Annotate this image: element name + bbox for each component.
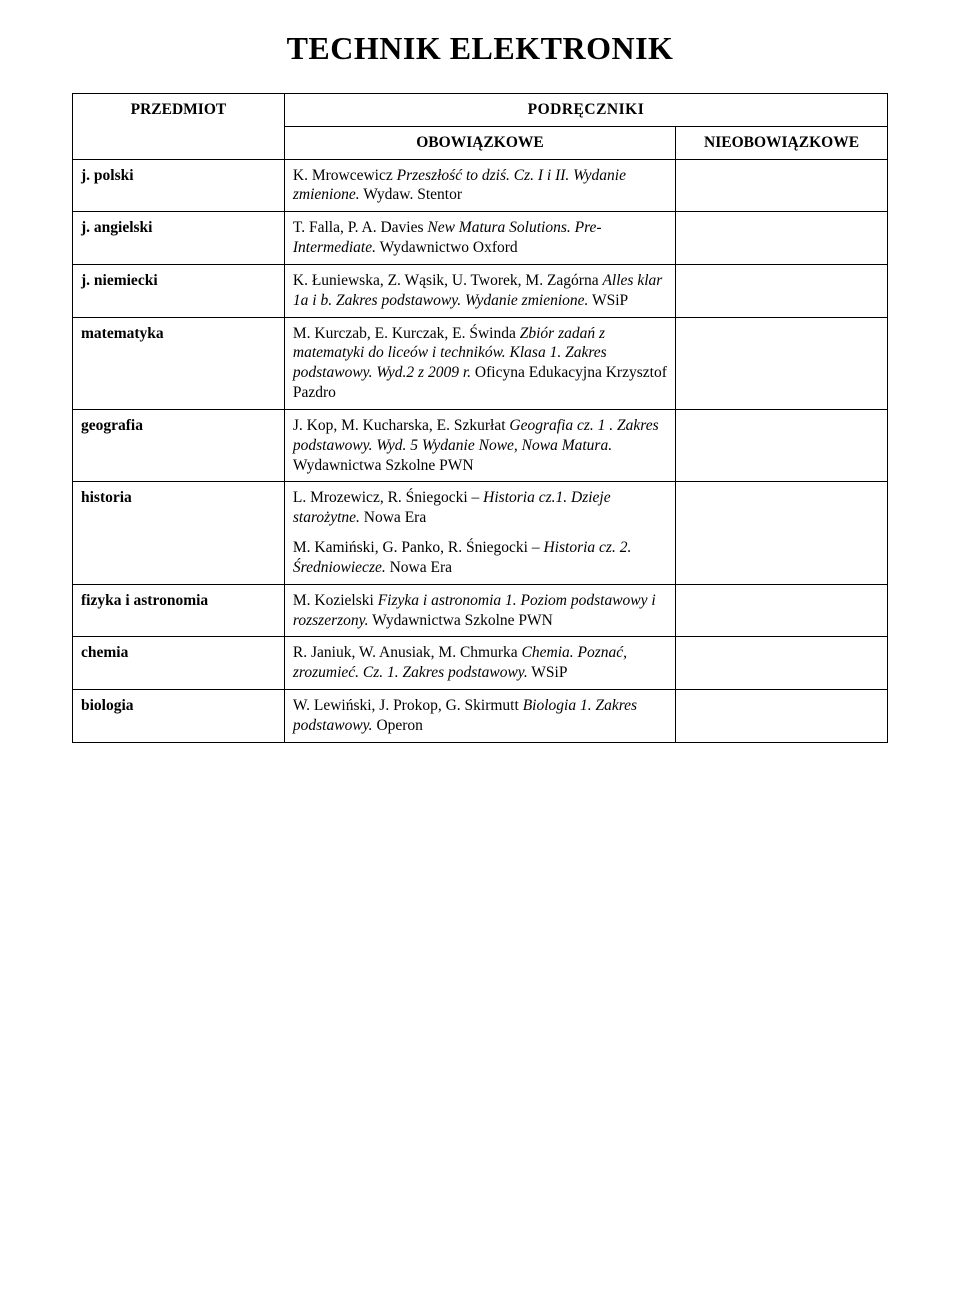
table-row: biologiaW. Lewiński, J. Prokop, G. Skirm…	[73, 690, 888, 743]
book-authors: M. Kurczab, E. Kurczak, E. Świnda	[293, 325, 520, 342]
book-authors: T. Falla, P. A. Davies	[293, 219, 427, 236]
book-publisher: Wydawnictwo Oxford	[376, 239, 518, 256]
document-page: TECHNIK ELEKTRONIK PRZEDMIOT PODRĘCZNIKI…	[0, 0, 960, 1306]
subject-cell: historia	[73, 482, 285, 584]
book-entry: K. Mrowcewicz Przeszłość to dziś. Cz. I …	[293, 166, 667, 206]
table-row: j. niemiecki K. Łuniewska, Z. Wąsik, U. T…	[73, 264, 888, 317]
book-entry: J. Kop, M. Kucharska, E. Szkurłat Geogra…	[293, 416, 667, 475]
subject-cell: j. polski	[73, 159, 285, 212]
book-publisher: WSiP	[528, 664, 568, 681]
subject-cell: biologia	[73, 690, 285, 743]
table-row: matematykaM. Kurczab, E. Kurczak, E. Świ…	[73, 317, 888, 409]
book-authors: L. Mrozewicz, R. Śniegocki –	[293, 489, 483, 506]
mandatory-cell: L. Mrozewicz, R. Śniegocki – Historia cz…	[284, 482, 675, 584]
subject-cell: chemia	[73, 637, 285, 690]
mandatory-cell: J. Kop, M. Kucharska, E. Szkurłat Geogra…	[284, 409, 675, 481]
table-row: j. angielskiT. Falla, P. A. Davies New M…	[73, 212, 888, 265]
book-entry: M. Kamiński, G. Panko, R. Śniegocki – Hi…	[293, 538, 667, 578]
book-entry: M. Kurczab, E. Kurczak, E. Świnda Zbiór …	[293, 324, 667, 403]
col-header-optional: NIEOBOWIĄZKOWE	[676, 126, 888, 159]
book-publisher: Nowa Era	[386, 559, 452, 576]
optional-cell	[676, 159, 888, 212]
page-title: TECHNIK ELEKTRONIK	[72, 30, 888, 67]
subject-cell: matematyka	[73, 317, 285, 409]
mandatory-cell: K. Łuniewska, Z. Wąsik, U. Tworek, M. Za…	[284, 264, 675, 317]
textbook-table: PRZEDMIOT PODRĘCZNIKI OBOWIĄZKOWE NIEOBO…	[72, 93, 888, 743]
mandatory-cell: R. Janiuk, W. Anusiak, M. Chmurka Chemia…	[284, 637, 675, 690]
book-authors: R. Janiuk, W. Anusiak, M. Chmurka	[293, 644, 522, 661]
subject-cell: j. angielski	[73, 212, 285, 265]
subject-cell: geografia	[73, 409, 285, 481]
mandatory-cell: T. Falla, P. A. Davies New Matura Soluti…	[284, 212, 675, 265]
mandatory-cell: M. Kurczab, E. Kurczak, E. Świnda Zbiór …	[284, 317, 675, 409]
optional-cell	[676, 212, 888, 265]
col-header-main: PODRĘCZNIKI	[284, 94, 887, 127]
subject-cell: fizyka i astronomia	[73, 584, 285, 637]
book-publisher: Wydaw. Stentor	[360, 186, 462, 203]
mandatory-cell: W. Lewiński, J. Prokop, G. Skirmutt Biol…	[284, 690, 675, 743]
table-row: historiaL. Mrozewicz, R. Śniegocki – His…	[73, 482, 888, 584]
header-row-1: PRZEDMIOT PODRĘCZNIKI	[73, 94, 888, 127]
book-publisher: Operon	[373, 717, 423, 734]
optional-cell	[676, 690, 888, 743]
mandatory-cell: K. Mrowcewicz Przeszłość to dziś. Cz. I …	[284, 159, 675, 212]
optional-cell	[676, 264, 888, 317]
optional-cell	[676, 482, 888, 584]
book-entry: W. Lewiński, J. Prokop, G. Skirmutt Biol…	[293, 696, 667, 736]
book-authors: M. Kamiński, G. Panko, R. Śniegocki –	[293, 539, 544, 556]
book-publisher: Wydawnictwa Szkolne PWN	[293, 457, 474, 474]
table-row: chemiaR. Janiuk, W. Anusiak, M. Chmurka …	[73, 637, 888, 690]
optional-cell	[676, 584, 888, 637]
book-entry: M. Kozielski Fizyka i astronomia 1. Pozi…	[293, 591, 667, 631]
book-authors: K. Łuniewska, Z. Wąsik, U. Tworek, M. Za…	[293, 272, 603, 289]
table-row: geografiaJ. Kop, M. Kucharska, E. Szkurł…	[73, 409, 888, 481]
subject-cell: j. niemiecki	[73, 264, 285, 317]
book-entry: R. Janiuk, W. Anusiak, M. Chmurka Chemia…	[293, 643, 667, 683]
book-authors: M. Kozielski	[293, 592, 378, 609]
book-publisher: Wydawnictwa Szkolne PWN	[369, 612, 553, 629]
table-row: fizyka i astronomiaM. Kozielski Fizyka i…	[73, 584, 888, 637]
col-header-subject: PRZEDMIOT	[73, 94, 285, 160]
book-authors: W. Lewiński, J. Prokop, G. Skirmutt	[293, 697, 523, 714]
book-entry: L. Mrozewicz, R. Śniegocki – Historia cz…	[293, 488, 667, 528]
table-row: j. polskiK. Mrowcewicz Przeszłość to dzi…	[73, 159, 888, 212]
mandatory-cell: M. Kozielski Fizyka i astronomia 1. Pozi…	[284, 584, 675, 637]
book-authors: K. Mrowcewicz	[293, 167, 397, 184]
optional-cell	[676, 637, 888, 690]
book-entry: K. Łuniewska, Z. Wąsik, U. Tworek, M. Za…	[293, 271, 667, 311]
book-publisher: WSiP	[588, 292, 628, 309]
book-entry: T. Falla, P. A. Davies New Matura Soluti…	[293, 218, 667, 258]
book-publisher: Nowa Era	[360, 509, 426, 526]
col-header-mandatory: OBOWIĄZKOWE	[284, 126, 675, 159]
optional-cell	[676, 317, 888, 409]
book-authors: J. Kop, M. Kucharska, E. Szkurłat	[293, 417, 510, 434]
optional-cell	[676, 409, 888, 481]
